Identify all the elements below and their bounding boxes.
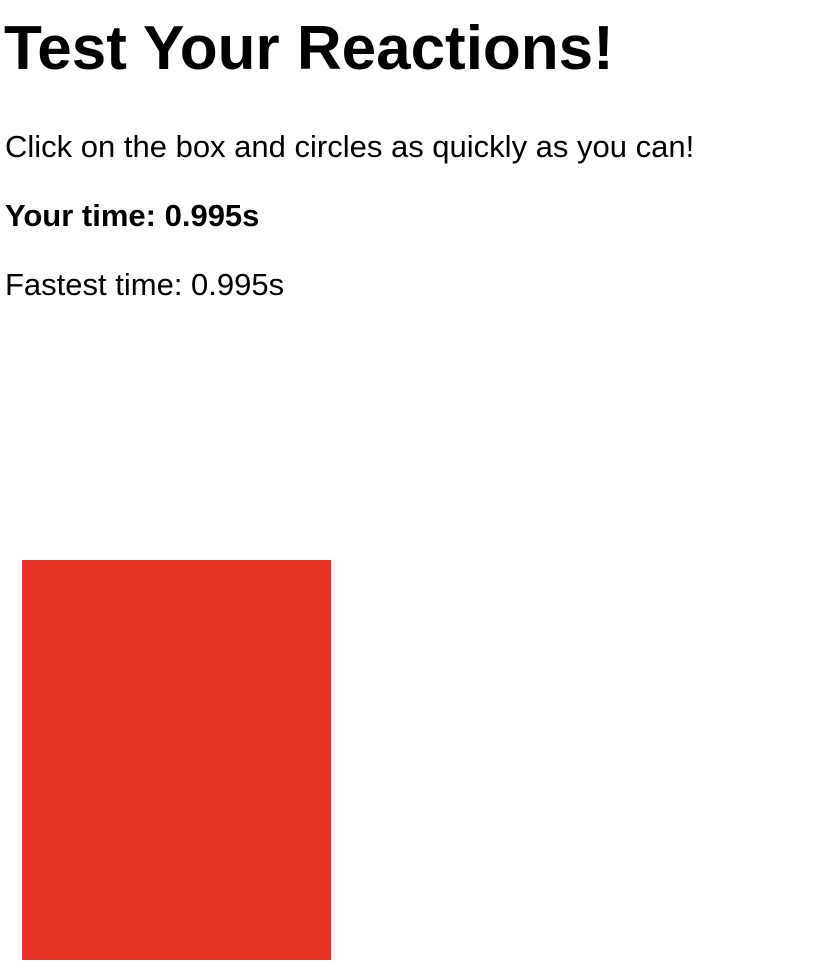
fastest-time-readout: Fastest time: 0.995s (5, 267, 285, 302)
page-title: Test Your Reactions! (4, 14, 614, 83)
target-box[interactable] (22, 560, 331, 960)
instructions-text: Click on the box and circles as quickly … (5, 129, 695, 164)
your-time-readout: Your time: 0.995s (5, 198, 260, 233)
